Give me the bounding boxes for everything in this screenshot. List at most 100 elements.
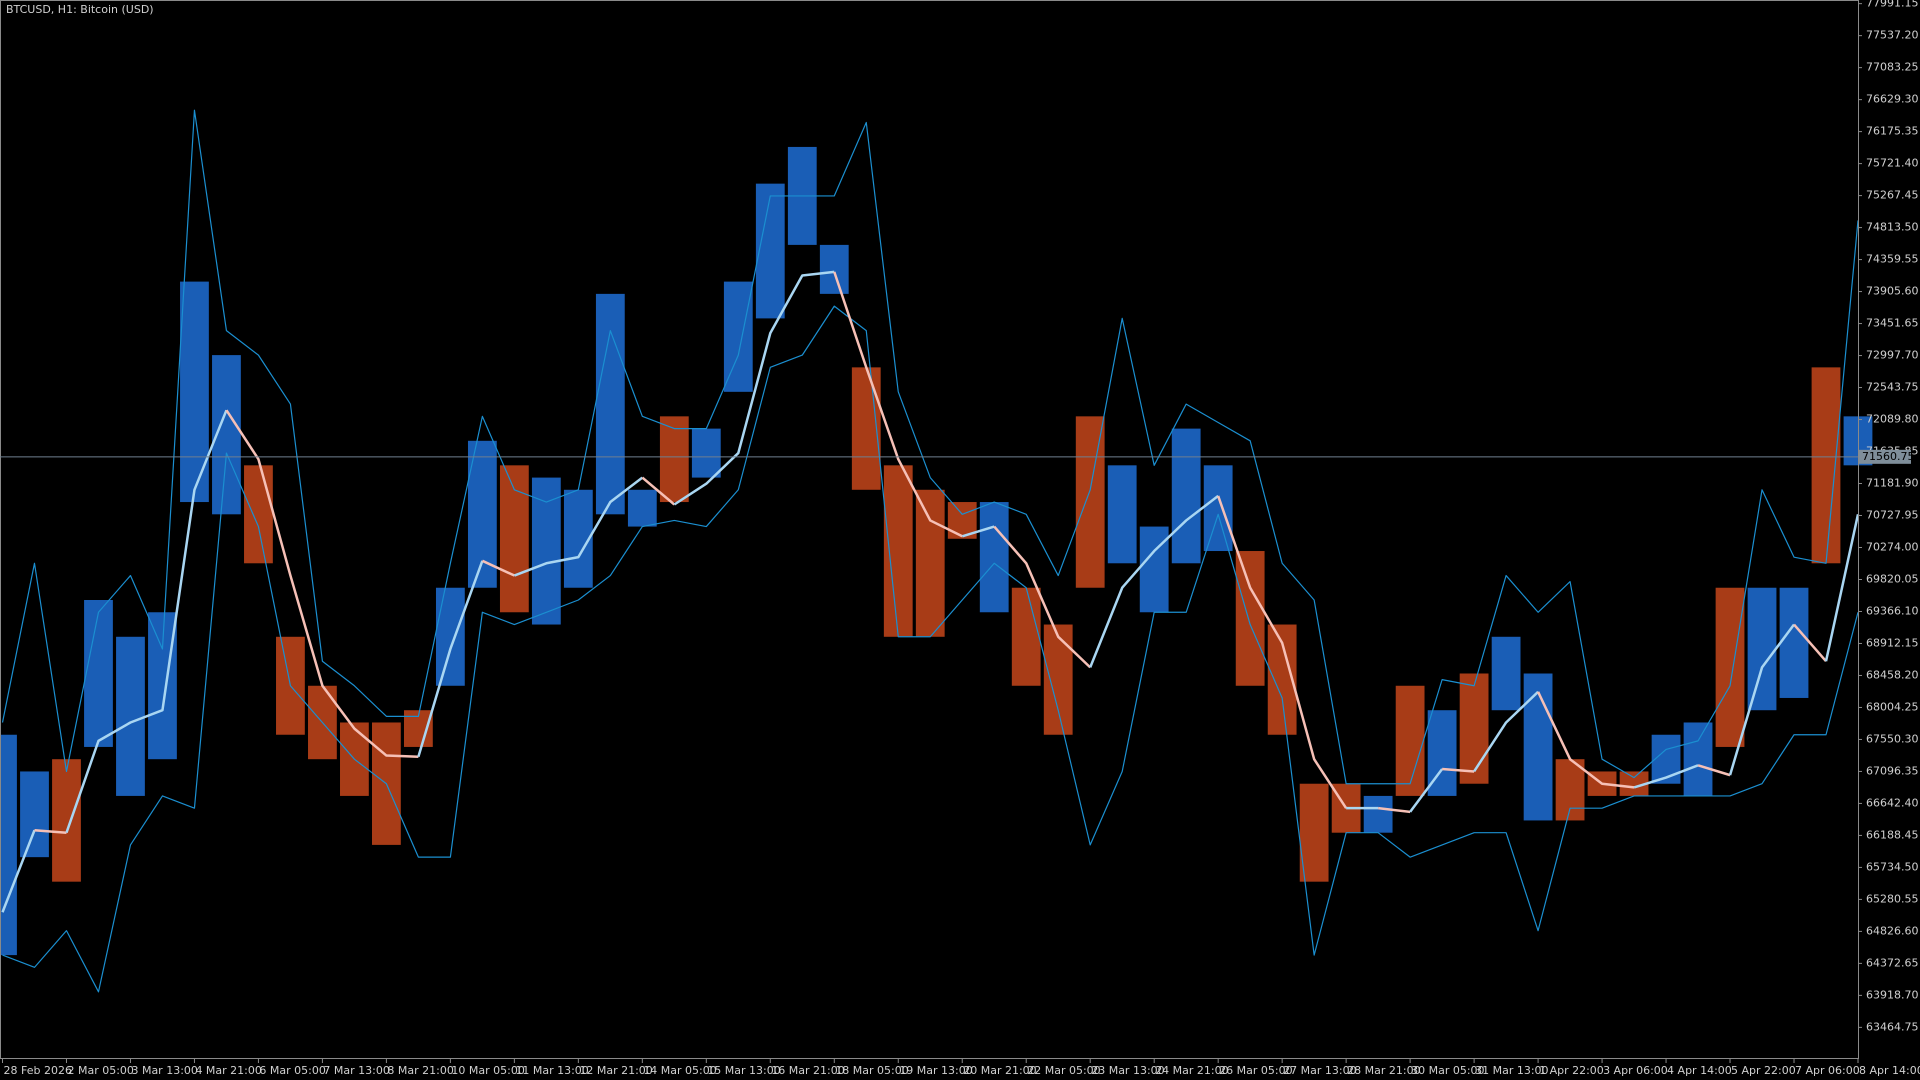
y-tick-label: 72997.70: [1866, 349, 1919, 362]
y-tick-label: 69820.05: [1866, 572, 1919, 585]
price-bar: [819, 244, 849, 294]
moving-average: [513, 476, 644, 577]
y-tick-label: 70727.95: [1866, 509, 1919, 522]
price-bar: [1139, 526, 1169, 613]
price-bar: [1747, 587, 1777, 711]
moving-average: [1089, 494, 1219, 668]
price-bar: [915, 489, 945, 637]
y-tick-label: 68004.25: [1866, 700, 1919, 713]
moving-average: [833, 271, 963, 538]
price-bar: [1715, 587, 1745, 747]
moving-average: [1793, 623, 1827, 663]
y-tick-label: 64826.60: [1866, 924, 1919, 937]
moving-average: [1473, 690, 1539, 773]
y-tick-label: 73905.60: [1866, 285, 1919, 298]
price-bar: [595, 293, 625, 515]
y-tick-label: 74813.50: [1866, 221, 1919, 234]
moving-average: [1, 829, 36, 913]
x-tick-label: 4 Apr 14:00: [1667, 1064, 1732, 1077]
moving-average: [225, 409, 419, 758]
y-tick-label: 74359.55: [1866, 253, 1919, 266]
current-price-box: [1859, 449, 1911, 464]
price-bar: [1811, 367, 1841, 564]
price-bar: [499, 465, 529, 613]
plot-border: [0, 0, 1859, 1059]
y-tick-label: 72543.75: [1866, 381, 1919, 394]
current-price-label: 71560.75: [1862, 450, 1915, 463]
y-tick-label: 65734.50: [1866, 860, 1919, 873]
x-tick-label: 19 Mar 13:00: [899, 1064, 972, 1077]
y-tick-label: 73451.65: [1866, 317, 1919, 330]
y-tick-label: 76629.30: [1866, 93, 1919, 106]
moving-average: [1536, 691, 1635, 789]
x-tick-label: 16 Mar 21:00: [771, 1064, 844, 1077]
y-tick-label: 75267.45: [1866, 189, 1919, 202]
price-bar: [851, 367, 881, 490]
x-tick-label: 1 Apr 22:00: [1539, 1064, 1604, 1077]
moving-average: [673, 270, 835, 506]
price-bar: [1043, 624, 1073, 735]
y-tick-label: 69366.10: [1866, 604, 1919, 617]
lower-band: [2, 305, 1859, 993]
y-tick-label: 76175.35: [1866, 125, 1919, 138]
x-tick-label: 4 Mar 21:00: [195, 1064, 261, 1077]
x-tick-label: 28 Feb 2026: [4, 1064, 72, 1077]
price-bar: [435, 587, 465, 686]
y-tick-label: 72089.80: [1866, 413, 1919, 426]
moving-average: [1409, 768, 1444, 813]
x-tick-label: 24 Mar 21:00: [1155, 1064, 1228, 1077]
x-tick-label: 3 Apr 06:00: [1603, 1064, 1668, 1077]
y-tick-label: 63918.70: [1866, 988, 1919, 1001]
moving-average: [1697, 764, 1731, 777]
x-tick-label: 5 Apr 22:00: [1731, 1064, 1796, 1077]
x-tick-label: 7 Apr 06:00: [1795, 1064, 1860, 1077]
moving-average: [993, 525, 1092, 669]
y-tick-label: 70274.00: [1866, 540, 1919, 553]
x-tick-label: 2 Mar 05:00: [67, 1064, 133, 1077]
moving-average: [34, 828, 67, 834]
x-tick-label: 6 Mar 05:00: [259, 1064, 325, 1077]
price-bar: [1203, 465, 1233, 552]
moving-average: [1442, 767, 1475, 773]
price-bar: [84, 600, 113, 747]
y-tick-label: 65280.55: [1866, 892, 1919, 905]
y-tick-label: 77991.15: [1866, 0, 1919, 10]
y-tick-label: 66188.45: [1866, 828, 1919, 841]
x-tick-label: 30 Mar 05:00: [1411, 1064, 1484, 1077]
moving-average: [1377, 806, 1411, 814]
upper-band: [1, 109, 1859, 785]
chart-title: BTCUSD, H1: Bitcoin (USD): [6, 3, 154, 16]
price-bar: [1171, 428, 1201, 564]
x-tick-label: 8 Mar 21:00: [387, 1064, 453, 1077]
y-tick-label: 68912.15: [1866, 636, 1919, 649]
price-bar: [1683, 722, 1713, 796]
price-bar: [180, 281, 209, 503]
y-tick-label: 71181.90: [1866, 477, 1919, 490]
x-tick-label: 18 Mar 05:00: [835, 1064, 908, 1077]
price-bar: [659, 416, 689, 503]
price-bar: [20, 771, 49, 858]
x-tick-label: 20 Mar 21:00: [963, 1064, 1036, 1077]
price-bar: [1459, 673, 1489, 784]
moving-average: [1824, 514, 1860, 662]
moving-average: [417, 560, 484, 758]
price-bar: [1363, 795, 1393, 833]
price-bar: [755, 183, 785, 319]
x-tick-label: 14 Mar 05:00: [643, 1064, 716, 1077]
price-bar: [691, 428, 721, 478]
x-tick-label: 7 Mar 13:00: [323, 1064, 389, 1077]
price-bar: [883, 465, 913, 637]
price-bar: [723, 281, 753, 392]
x-tick-label: 8 Apr 14:00: [1859, 1064, 1920, 1077]
y-tick-label: 68458.20: [1866, 668, 1919, 681]
price-bar: [1651, 734, 1681, 784]
moving-average: [1633, 764, 1699, 789]
price-bar: [531, 477, 561, 625]
y-tick-label: 64372.65: [1866, 956, 1919, 969]
price-bar: [1011, 587, 1041, 686]
moving-average: [1728, 623, 1796, 776]
x-tick-label: 22 Mar 05:00: [1027, 1064, 1100, 1077]
price-bar: [116, 636, 145, 796]
moving-average: [641, 476, 676, 506]
